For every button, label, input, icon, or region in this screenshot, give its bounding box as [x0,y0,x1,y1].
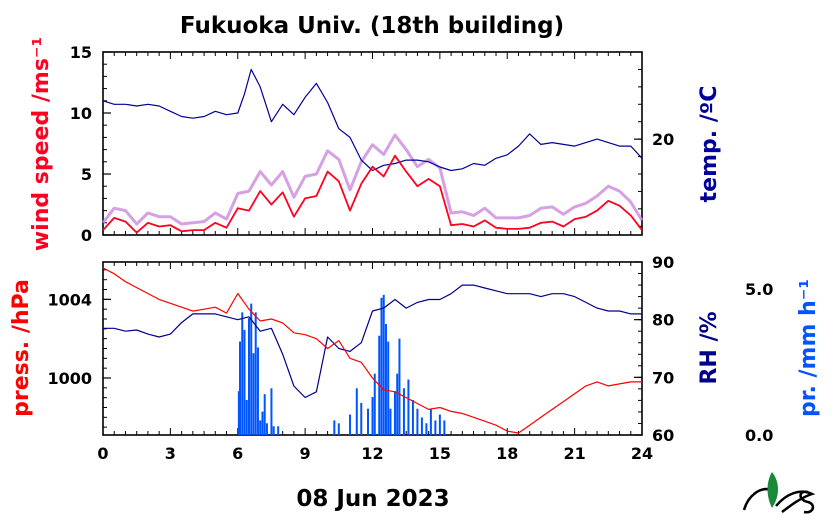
precip-bar [438,414,441,435]
right-tick-label: 70 [652,368,674,387]
x-tick-label: 12 [361,444,383,463]
x-tick-label: 3 [165,444,176,463]
left-tick-label: 1004 [47,290,92,309]
rh-axis-label: RH /% [697,311,722,384]
precip-bar [254,312,257,435]
wind-speed-line [102,154,643,234]
upper-panel: 0 5 10 15 20 wind speed /ms⁻¹ temp. /ºC [29,37,722,251]
x-tick-label: 9 [300,444,311,463]
precip-bar [247,318,250,435]
precip-bar [384,324,387,435]
precip-bar [259,420,262,435]
precip-bar [420,417,423,435]
precip-bar [277,426,280,435]
precip-bar [411,399,414,435]
precip-axis-label: pr. /mm h⁻¹ [796,279,821,417]
rh-line [103,284,642,399]
left-tick-label: 1000 [47,369,92,388]
precip-bar [238,341,241,435]
institute-logo [742,472,816,514]
pressure-axis-label: press. /hPa [9,279,34,417]
precip-bar [396,373,399,435]
left-tick-label: 15 [70,43,92,62]
precip-bar [272,426,275,435]
precip-bar [367,408,370,435]
precip-bar [434,420,437,435]
right-tick-label: 20 [652,130,674,149]
right-tick-label: 80 [652,311,674,330]
precip-bar [270,388,273,435]
precip-bar [333,420,336,435]
precip-bar [425,423,428,435]
precip-tick-label: 5.0 [745,280,773,299]
chart-title: Fukuoka Univ. (18th building) [180,13,564,39]
precip-bar [429,408,432,435]
x-tick-label: 21 [563,444,585,463]
temperature-line [102,68,643,172]
precip-bar [402,388,405,435]
wind-gust-line [101,133,644,226]
x-tick-label: 18 [496,444,518,463]
logo-leaf [767,472,778,508]
precip-bar [407,379,410,435]
x-tick-label: 24 [631,444,653,463]
precip-bar [380,297,383,435]
logo-swoosh-right [775,490,816,513]
date-label: 08 Jun 2023 [296,486,449,512]
precip-bar [250,303,253,435]
left-tick-label: 10 [70,104,92,123]
precip-bar [443,420,446,435]
left-tick-label: 0 [81,226,92,245]
pressure-line [102,267,642,434]
precip-bar [393,391,396,435]
precip-bar [263,394,266,435]
lower-panel: 0 3 6 9 12 15 18 21 24 1000 1004 60 70 80 90 0.0 5.0 pres… [9,253,821,463]
precip-bar [398,338,401,435]
precip-bar [387,341,390,435]
precip-bar [261,411,264,435]
precip-bar [241,312,244,435]
precip-bar [373,373,376,435]
precip-bar [256,347,259,435]
precip-bar [416,408,419,435]
precip-bar [245,399,248,435]
precip-bar [265,423,268,435]
precip-bar [389,408,392,435]
precip-bar [337,423,340,435]
x-tick-label: 0 [97,444,108,463]
precip-bar [237,391,240,435]
left-tick-label: 5 [81,165,92,184]
precip-bar [349,414,352,435]
wind-axis-label: wind speed /ms⁻¹ [29,37,54,251]
precip-bar [355,388,358,435]
x-tick-label: 15 [429,444,451,463]
precip-bar [382,294,385,435]
x-tick-label: 6 [232,444,243,463]
precip-bar [360,402,363,435]
precip-bar [243,329,246,435]
precip-bar [252,353,255,435]
temp-axis-label: temp. /ºC [697,86,722,203]
precip-tick-label: 0.0 [745,426,773,445]
precip-bar [371,397,374,435]
right-tick-label: 60 [652,426,674,445]
logo-s [799,490,815,514]
right-tick-label: 90 [652,253,674,272]
